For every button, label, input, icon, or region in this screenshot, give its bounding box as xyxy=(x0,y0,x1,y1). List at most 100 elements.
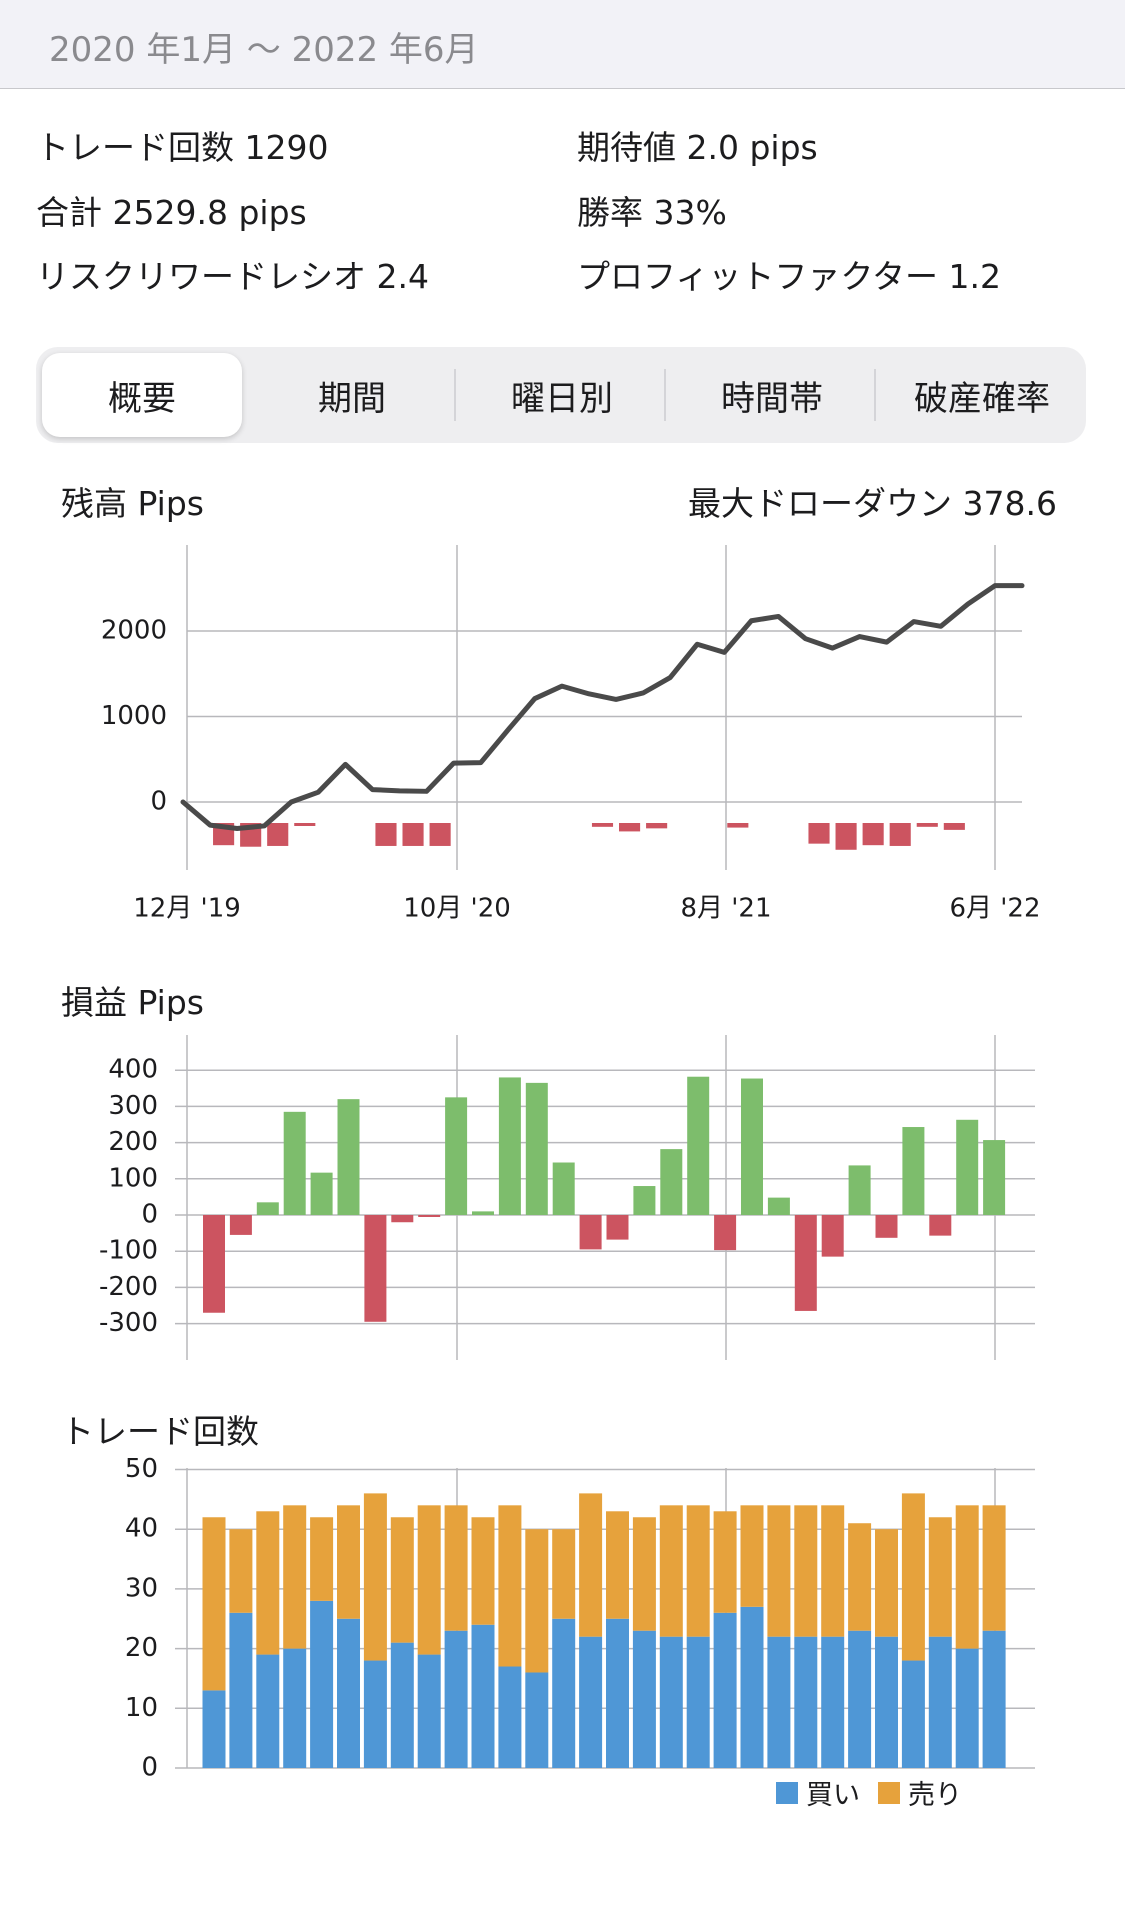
buy-bar xyxy=(337,1618,360,1768)
tab-period[interactable]: 期間 xyxy=(318,378,386,419)
drawdown-bar xyxy=(808,823,830,844)
pl-bar xyxy=(229,1215,252,1235)
x-tick-label: 10月 '20 xyxy=(403,894,511,924)
sell-bar xyxy=(471,1517,495,1625)
y-tick-label: 0 xyxy=(141,1753,158,1783)
x-tick-label: 8月 '21 xyxy=(680,894,771,924)
buy-bar xyxy=(444,1630,468,1768)
max-drawdown-label: 最大ドローダウン 378.6 xyxy=(688,484,1057,523)
stat-expectancy: 期待値 2.0 pips xyxy=(577,128,818,167)
stat-risk-reward: リスクリワードレシオ 2.4 xyxy=(36,257,429,296)
buy-bar xyxy=(283,1648,307,1768)
y-tick-label: -200 xyxy=(99,1272,158,1302)
y-tick-label: -100 xyxy=(99,1236,158,1266)
tab-ruin-probability[interactable]: 破産確率 xyxy=(914,378,1050,419)
buy-bar xyxy=(632,1630,656,1768)
stat-profit-factor: プロフィットファクター 1.2 xyxy=(577,257,1001,296)
sell-bar xyxy=(767,1505,791,1637)
buy-bar xyxy=(928,1636,952,1768)
pl-title: 損益 Pips xyxy=(61,983,204,1022)
trades-chart: 50 40 30 20 10 0 xyxy=(125,1454,1035,1783)
buy-bar xyxy=(982,1630,1006,1768)
tab-divider xyxy=(874,369,876,421)
drawdown-bar xyxy=(889,823,911,846)
pl-bar xyxy=(498,1077,521,1215)
pl-bar xyxy=(821,1215,844,1257)
sell-bar xyxy=(848,1523,872,1631)
pl-bar xyxy=(848,1165,871,1215)
sell-bar xyxy=(875,1529,898,1637)
period-range: 2020 年1月 〜 2022 年6月 xyxy=(49,30,479,70)
y-tick-label: -300 xyxy=(99,1308,158,1338)
buy-bar xyxy=(363,1660,387,1768)
sell-bar xyxy=(686,1505,710,1637)
pl-bar xyxy=(445,1097,468,1215)
pl-bar xyxy=(579,1215,602,1250)
buy-bar xyxy=(525,1672,549,1768)
drawdown-bar xyxy=(646,823,668,829)
sell-bar xyxy=(498,1505,522,1667)
pl-bar xyxy=(606,1215,629,1240)
balance-chart: 0 1000 2000 12月 '19 10月 '20 8月 '21 6月 '22 xyxy=(101,545,1041,924)
drawdown-bar xyxy=(294,823,316,826)
pl-chart: 400 300 200 100 0 -100 -200 -300 xyxy=(99,1035,1035,1360)
tab-overview[interactable]: 概要 xyxy=(42,353,242,437)
sell-bar xyxy=(794,1505,818,1637)
buy-bar xyxy=(767,1636,791,1768)
buy-bar xyxy=(606,1618,629,1768)
sell-bar xyxy=(525,1529,549,1673)
buy-bar xyxy=(579,1636,603,1768)
pl-bar xyxy=(472,1211,494,1215)
sell-bar xyxy=(713,1511,737,1613)
sell-bar xyxy=(310,1517,334,1601)
x-tick-label: 12月 '19 xyxy=(133,894,241,924)
tab-divider xyxy=(454,369,456,421)
sell-bar xyxy=(337,1505,360,1619)
sell-bar xyxy=(606,1511,629,1619)
pl-bar xyxy=(767,1197,790,1215)
y-tick-label: 100 xyxy=(108,1163,158,1193)
buy-bar xyxy=(901,1660,925,1768)
sell-bar xyxy=(632,1517,656,1631)
buy-bar xyxy=(229,1612,253,1768)
tab-weekday[interactable]: 曜日別 xyxy=(511,378,613,419)
sell-bar xyxy=(982,1505,1006,1631)
drawdown-bar xyxy=(835,823,857,850)
y-tick-label: 300 xyxy=(108,1091,158,1121)
buy-bar xyxy=(417,1654,441,1768)
drawdown-bar xyxy=(267,823,289,846)
buy-bar xyxy=(202,1690,226,1768)
buy-bar xyxy=(390,1642,414,1768)
sell-bar xyxy=(901,1493,925,1661)
drawdown-bar xyxy=(862,823,884,846)
sell-bar xyxy=(229,1529,253,1613)
pl-bar xyxy=(203,1215,225,1313)
y-tick-label: 50 xyxy=(125,1454,158,1484)
balance-line xyxy=(180,583,1025,832)
sell-bar xyxy=(821,1505,845,1637)
pl-bar xyxy=(418,1215,441,1217)
pl-bar xyxy=(552,1162,575,1215)
pl-bar xyxy=(741,1078,763,1215)
pl-bar xyxy=(337,1099,360,1215)
buy-bar xyxy=(740,1606,764,1768)
pl-bar xyxy=(660,1149,683,1215)
buy-bar xyxy=(821,1636,845,1768)
pl-bar xyxy=(875,1215,898,1238)
x-tick-label: 6月 '22 xyxy=(949,894,1040,924)
sell-bar xyxy=(740,1505,764,1607)
buy-bar xyxy=(686,1636,710,1768)
y-tick-label: 10 xyxy=(125,1693,158,1723)
legend-item-sell: 売り xyxy=(878,1773,962,1812)
y-tick-label: 40 xyxy=(125,1514,158,1544)
pl-bar xyxy=(714,1215,737,1251)
pl-bar xyxy=(687,1076,710,1215)
header-bar: 2020 年1月 〜 2022 年6月 xyxy=(0,0,1125,89)
drawdown-bar xyxy=(402,823,424,846)
sell-bar xyxy=(955,1505,979,1649)
sell-bar xyxy=(417,1505,441,1655)
y-tick-label: 30 xyxy=(125,1573,158,1603)
y-tick-label: 1000 xyxy=(101,701,167,731)
buy-bar xyxy=(552,1618,576,1768)
tab-time-of-day[interactable]: 時間帯 xyxy=(721,378,823,419)
